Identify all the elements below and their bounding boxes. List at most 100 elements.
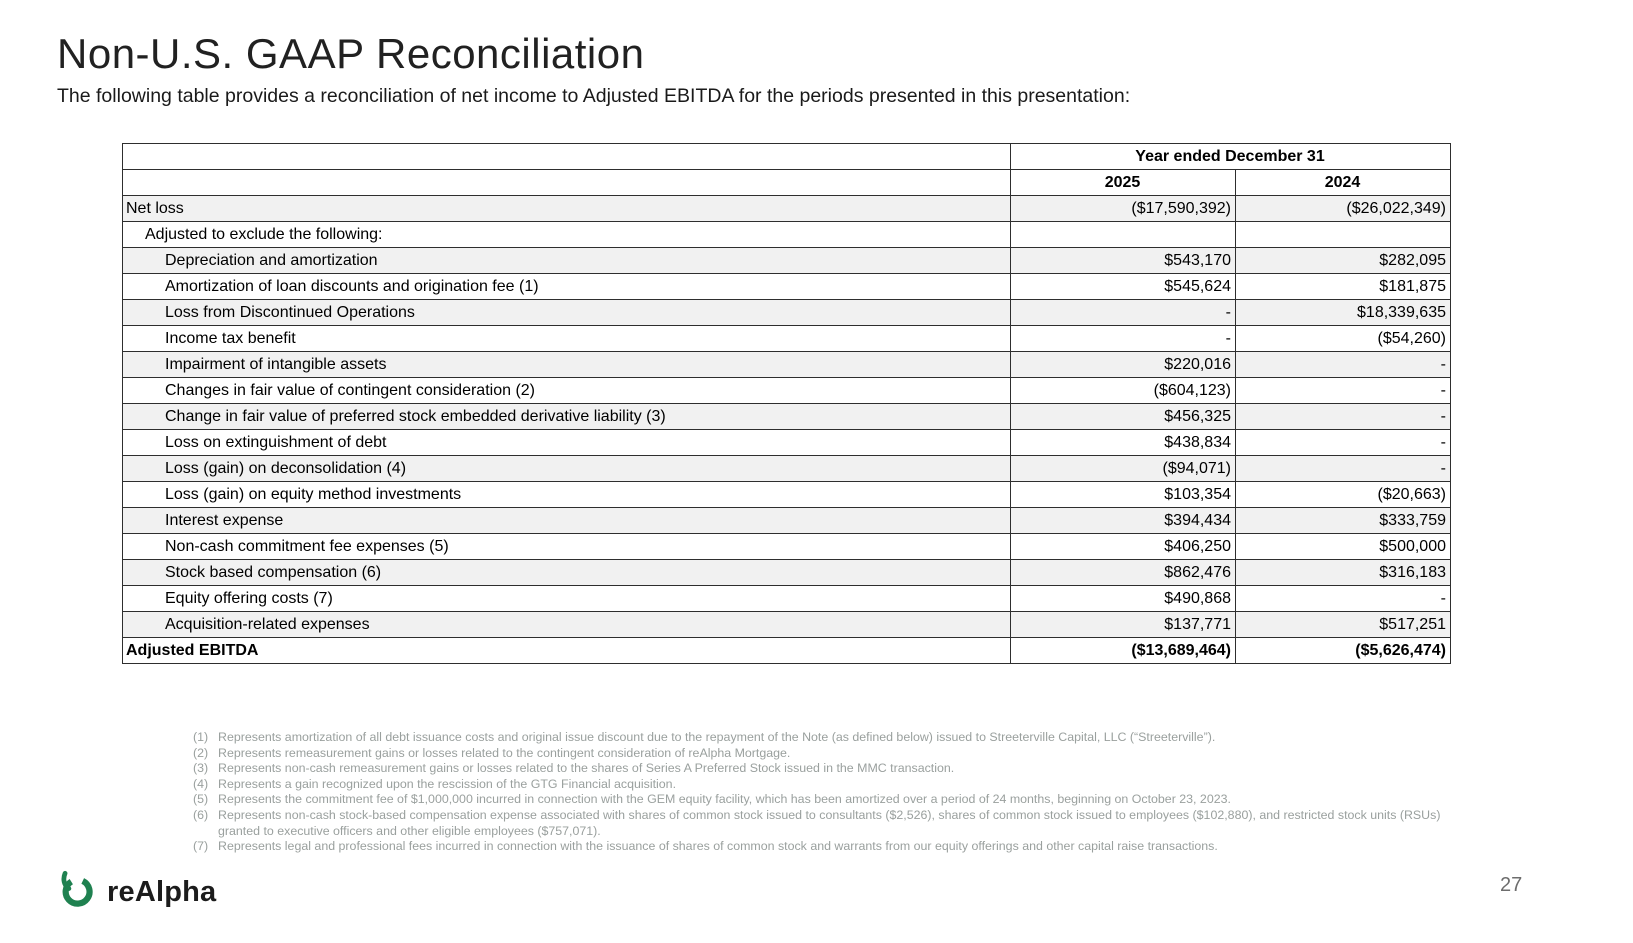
footnote-text: Represents a gain recognized upon the re… xyxy=(218,776,677,791)
row-value-2025: ($13,689,464) xyxy=(1010,637,1236,664)
footnote: (7) Represents legal and professional fee… xyxy=(193,839,1471,855)
row-value-2025: ($94,071) xyxy=(1010,455,1236,482)
row-label: Impairment of intangible assets xyxy=(122,351,1011,378)
row-value-2024: $282,095 xyxy=(1235,247,1451,274)
table-header-span-row: Year ended December 31 xyxy=(122,143,1451,170)
row-label: Non-cash commitment fee expenses (5) xyxy=(122,533,1011,560)
row-label: Change in fair value of preferred stock … xyxy=(122,403,1011,430)
row-value-2024: $517,251 xyxy=(1235,611,1451,638)
row-value-2024: $181,875 xyxy=(1235,273,1451,300)
table-row: Impairment of intangible assets $220,016- xyxy=(122,351,1451,378)
header-col-2024: 2024 xyxy=(1235,169,1451,196)
reconciliation-table: Year ended December 31 2025 2024 Net los… xyxy=(122,143,1451,664)
table-row: Net loss ($17,590,392) ($26,022,349) xyxy=(122,195,1451,222)
table-row: Loss on extinguishment of debt $438,834- xyxy=(122,429,1451,456)
footnote: (1) Represents amortization of all debt i… xyxy=(193,730,1471,746)
footnote: (6) Represents non-cash stock-based compe… xyxy=(193,808,1471,839)
footnote-text: Represents non-cash remeasurement gains … xyxy=(218,761,955,776)
realpha-logo-icon xyxy=(56,868,98,917)
row-label: Loss from Discontinued Operations xyxy=(122,299,1011,326)
footnotes-block: (1) Represents amortization of all debt i… xyxy=(193,730,1471,855)
row-value-2025: $137,771 xyxy=(1010,611,1236,638)
page-number: 27 xyxy=(1500,874,1523,896)
row-label: Net loss xyxy=(122,195,1011,222)
table-row: Equity offering costs (7) $490,868- xyxy=(122,585,1451,612)
row-value-2025: $438,834 xyxy=(1010,429,1236,456)
row-value-2024 xyxy=(1235,221,1451,248)
table-row: Income tax benefit - ($54,260) xyxy=(122,325,1451,352)
header-year-ended-label: Year ended December 31 xyxy=(1010,143,1451,170)
row-label: Loss (gain) on equity method investments xyxy=(122,481,1011,508)
row-value-2024: - xyxy=(1235,455,1451,482)
table-row: Changes in fair value of contingent cons… xyxy=(122,377,1451,404)
row-value-2025: $394,434 xyxy=(1010,507,1236,534)
row-label: Adjusted to exclude the following: xyxy=(122,221,1011,248)
footnote-number: (2) xyxy=(193,745,209,760)
row-label: Loss on extinguishment of debt xyxy=(122,429,1011,456)
footnote-text: Represents legal and professional fees i… xyxy=(218,839,1218,854)
footnote: (4) Represents a gain recognized upon the… xyxy=(193,777,1471,793)
page-subtitle: The following table provides a reconcili… xyxy=(57,85,1131,107)
footnote-text: Represents the commitment fee of $1,000,… xyxy=(218,792,1231,807)
header-empty-cell xyxy=(122,143,1011,170)
row-value-2025: $103,354 xyxy=(1010,481,1236,508)
table-header-columns-row: 2025 2024 xyxy=(122,169,1451,196)
table-row: Amortization of loan discounts and origi… xyxy=(122,273,1451,300)
reconciliation-table-body: Net loss ($17,590,392) ($26,022,349) Adjust… xyxy=(122,195,1451,664)
row-value-2024: $500,000 xyxy=(1235,533,1451,560)
row-value-2025: $545,624 xyxy=(1010,273,1236,300)
table-row: Adjusted EBITDA ($13,689,464) ($5,626,474) xyxy=(122,637,1451,664)
row-value-2025 xyxy=(1010,221,1236,248)
footnote-text: Represents amortization of all debt issu… xyxy=(218,730,1216,744)
footnote-number: (4) xyxy=(193,776,209,791)
footnote: (5) Represents the commitment fee of $1,0… xyxy=(193,792,1471,808)
footnote-text: Represents non-cash stock-based compensa… xyxy=(218,807,1441,838)
footnote: (3) Represents non-cash remeasurement gai… xyxy=(193,761,1471,777)
footnote-text: Represents remeasurement gains or losses… xyxy=(218,745,791,760)
table-row: Interest expense $394,434 $333,759 xyxy=(122,507,1451,534)
footnote-number: (3) xyxy=(193,761,209,776)
footnote: (2) Represents remeasurement gains or los… xyxy=(193,746,1471,762)
row-value-2024: - xyxy=(1235,585,1451,612)
row-value-2024: ($5,626,474) xyxy=(1235,637,1451,664)
row-label: Depreciation and amortization xyxy=(122,247,1011,274)
row-value-2025: $862,476 xyxy=(1010,559,1236,586)
table-row: Change in fair value of preferred stock … xyxy=(122,403,1451,430)
row-label: Equity offering costs (7) xyxy=(122,585,1011,612)
table-row: Loss from Discontinued Operations - $18,33… xyxy=(122,299,1451,326)
row-value-2025: ($604,123) xyxy=(1010,377,1236,404)
table-row: Adjusted to exclude the following: xyxy=(122,221,1451,248)
row-label: Stock based compensation (6) xyxy=(122,559,1011,586)
row-value-2024: - xyxy=(1235,403,1451,430)
table-row: Depreciation and amortization $543,170 $28… xyxy=(122,247,1451,274)
table-row: Stock based compensation (6) $862,476 $316… xyxy=(122,559,1451,586)
row-label: Interest expense xyxy=(122,507,1011,534)
table-row: Loss (gain) on deconsolidation (4) ($94,0… xyxy=(122,455,1451,482)
header-col-2025: 2025 xyxy=(1010,169,1236,196)
row-value-2024: - xyxy=(1235,429,1451,456)
row-label: Changes in fair value of contingent cons… xyxy=(122,377,1011,404)
row-value-2024: $18,339,635 xyxy=(1235,299,1451,326)
row-value-2024: - xyxy=(1235,377,1451,404)
header-empty-cell xyxy=(122,169,1011,196)
row-value-2025: - xyxy=(1010,299,1236,326)
row-value-2025: $543,170 xyxy=(1010,247,1236,274)
table-row: Loss (gain) on equity method investments… xyxy=(122,481,1451,508)
row-value-2024: $316,183 xyxy=(1235,559,1451,586)
row-value-2025: $490,868 xyxy=(1010,585,1236,612)
row-label: Acquisition-related expenses xyxy=(122,611,1011,638)
row-value-2025: ($17,590,392) xyxy=(1010,195,1236,222)
row-label: Amortization of loan discounts and origi… xyxy=(122,273,1011,300)
row-label: Adjusted EBITDA xyxy=(122,637,1011,664)
footnote-number: (7) xyxy=(193,839,209,854)
page-title: Non-U.S. GAAP Reconciliation xyxy=(57,30,645,77)
realpha-logo: reAlpha xyxy=(56,868,216,917)
row-value-2024: - xyxy=(1235,351,1451,378)
row-label: Loss (gain) on deconsolidation (4) xyxy=(122,455,1011,482)
row-label: Income tax benefit xyxy=(122,325,1011,352)
realpha-logo-wordmark: reAlpha xyxy=(107,876,217,908)
row-value-2024: ($20,663) xyxy=(1235,481,1451,508)
row-value-2024: ($54,260) xyxy=(1235,325,1451,352)
row-value-2025: - xyxy=(1010,325,1236,352)
row-value-2024: $333,759 xyxy=(1235,507,1451,534)
